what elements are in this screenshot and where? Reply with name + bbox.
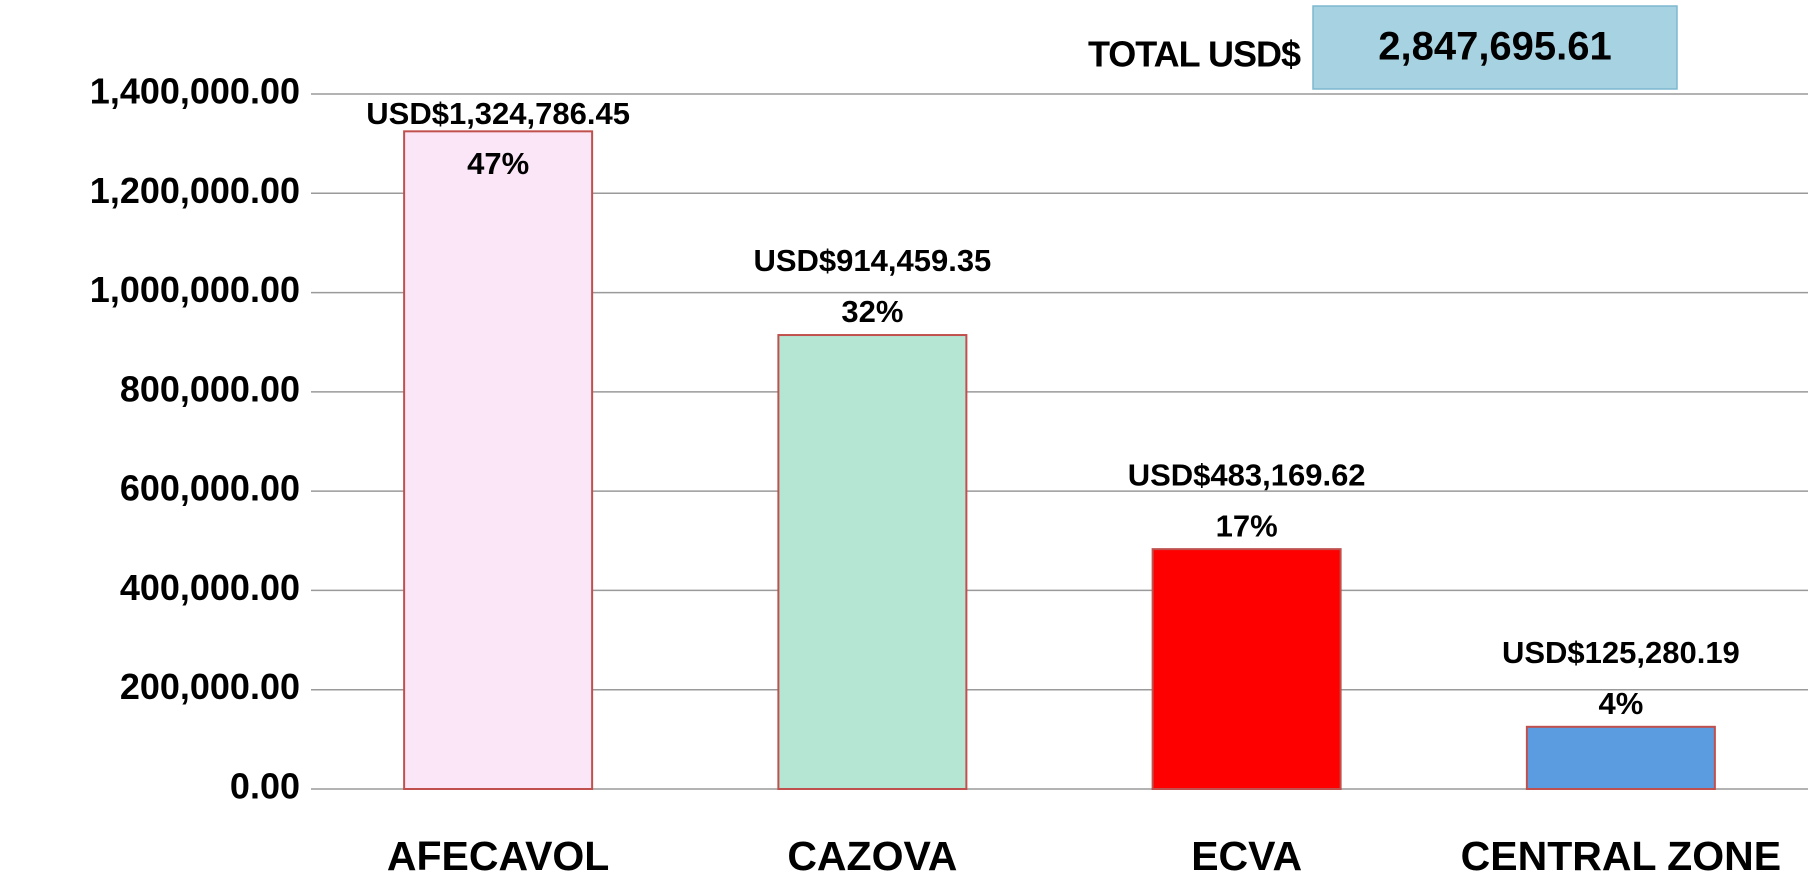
- value-label: USD$914,459.35: [753, 243, 991, 278]
- value-label: USD$483,169.62: [1128, 457, 1366, 492]
- percent-label: 32%: [841, 294, 903, 329]
- x-tick-label: AFECAVOL: [387, 833, 609, 876]
- total-value: 2,847,695.61: [1378, 25, 1612, 69]
- y-tick-label: 1,200,000.00: [90, 170, 300, 211]
- value-label: USD$1,324,786.45: [366, 96, 630, 131]
- x-tick-label: CAZOVA: [787, 833, 957, 876]
- x-tick-label: CENTRAL ZONE: [1461, 833, 1781, 876]
- total-label: TOTAL USD$: [1088, 34, 1301, 75]
- y-tick-label: 400,000.00: [120, 567, 300, 608]
- y-tick-label: 200,000.00: [120, 666, 300, 707]
- y-tick-label: 800,000.00: [120, 368, 300, 409]
- y-tick-label: 0.00: [230, 766, 300, 807]
- bar: [403, 130, 594, 791]
- x-tick-label: ECVA: [1191, 833, 1302, 876]
- bar: [1151, 548, 1342, 791]
- y-tick-label: 1,000,000.00: [90, 269, 300, 310]
- total-box: [1312, 5, 1678, 90]
- percent-label: 47%: [467, 146, 529, 181]
- y-tick-label: 1,400,000.00: [90, 71, 300, 112]
- bar: [1525, 725, 1716, 790]
- bar: [777, 334, 968, 790]
- percent-label: 4%: [1598, 686, 1643, 721]
- value-label: USD$125,280.19: [1502, 635, 1740, 670]
- percent-label: 17%: [1216, 508, 1278, 543]
- y-tick-label: 600,000.00: [120, 468, 300, 509]
